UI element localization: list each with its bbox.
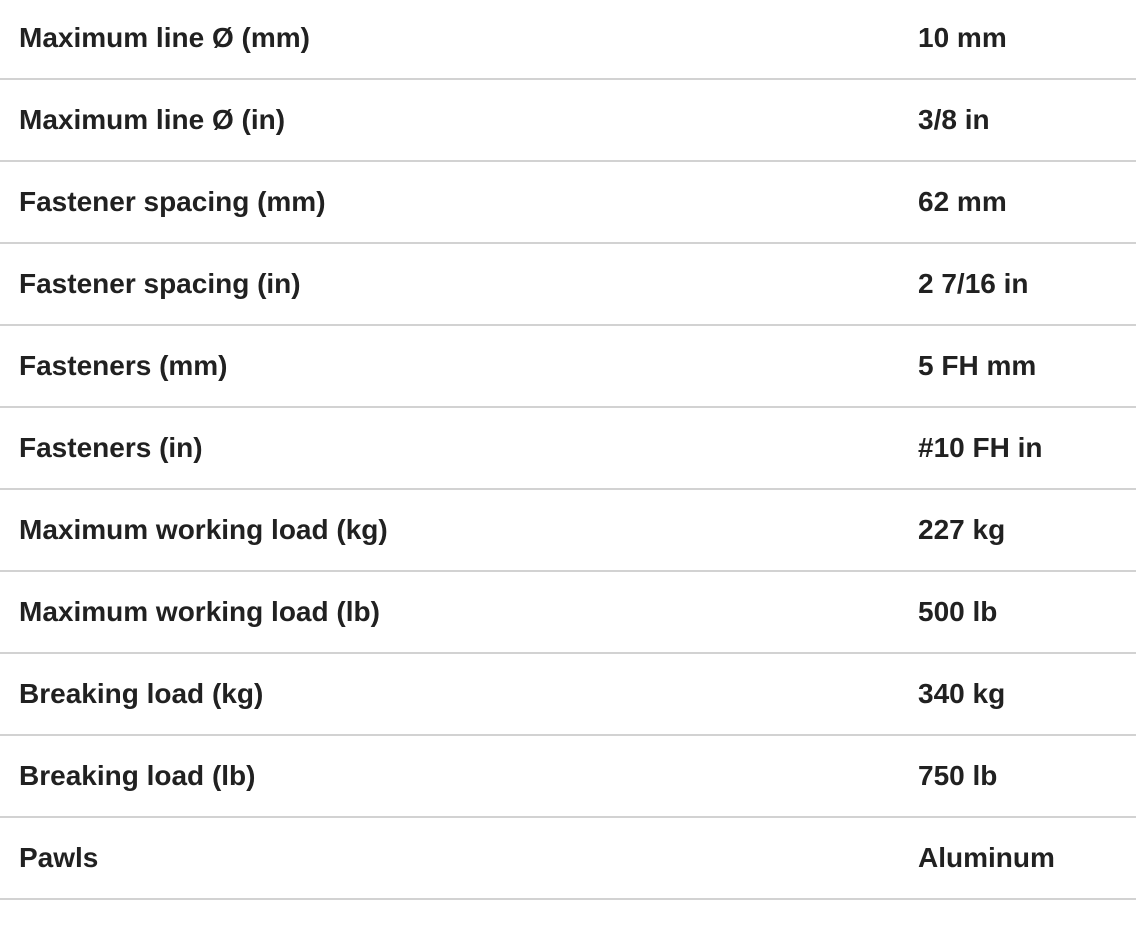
spec-value: 227 kg [918, 514, 1006, 545]
spec-row: Pawls Aluminum [0, 818, 1136, 900]
spec-label: Maximum line Ø (in) [19, 104, 286, 135]
spec-label: Fastener spacing (mm) [19, 186, 326, 217]
spec-value: 340 kg [918, 678, 1006, 709]
spec-row: Maximum line Ø (mm) 10 mm [0, 0, 1136, 80]
spec-label: Pawls [19, 842, 99, 873]
spec-value: 10 mm [918, 22, 1007, 53]
spec-label: Maximum line Ø (mm) [19, 22, 310, 53]
spec-value: 3/8 in [918, 104, 990, 135]
specifications-table: Maximum line Ø (mm) 10 mm Maximum line Ø (… [0, 0, 1136, 900]
spec-label: Fastener spacing (in) [19, 268, 301, 299]
spec-value: 62 mm [918, 186, 1007, 217]
spec-row: Fastener spacing (mm) 62 mm [0, 162, 1136, 244]
spec-row: Breaking load (kg) 340 kg [0, 654, 1136, 736]
spec-label: Maximum working load (lb) [19, 596, 380, 627]
spec-label: Breaking load (kg) [19, 678, 264, 709]
spec-row: Fasteners (mm) 5 FH mm [0, 326, 1136, 408]
spec-label: Breaking load (lb) [19, 760, 256, 791]
spec-label: Maximum working load (kg) [19, 514, 388, 545]
spec-value: 5 FH mm [918, 350, 1037, 381]
spec-value: 2 7/16 in [918, 268, 1029, 299]
spec-label: Fasteners (mm) [19, 350, 228, 381]
spec-row: Maximum working load (lb) 500 lb [0, 572, 1136, 654]
spec-label: Fasteners (in) [19, 432, 203, 463]
spec-value: Aluminum [918, 842, 1055, 873]
spec-row: Breaking load (lb) 750 lb [0, 736, 1136, 818]
spec-value: #10 FH in [918, 432, 1043, 463]
spec-row: Maximum line Ø (in) 3/8 in [0, 80, 1136, 162]
spec-row: Maximum working load (kg) 227 kg [0, 490, 1136, 572]
spec-value: 750 lb [918, 760, 998, 791]
spec-value: 500 lb [918, 596, 998, 627]
spec-row: Fastener spacing (in) 2 7/16 in [0, 244, 1136, 326]
spec-row: Fasteners (in) #10 FH in [0, 408, 1136, 490]
